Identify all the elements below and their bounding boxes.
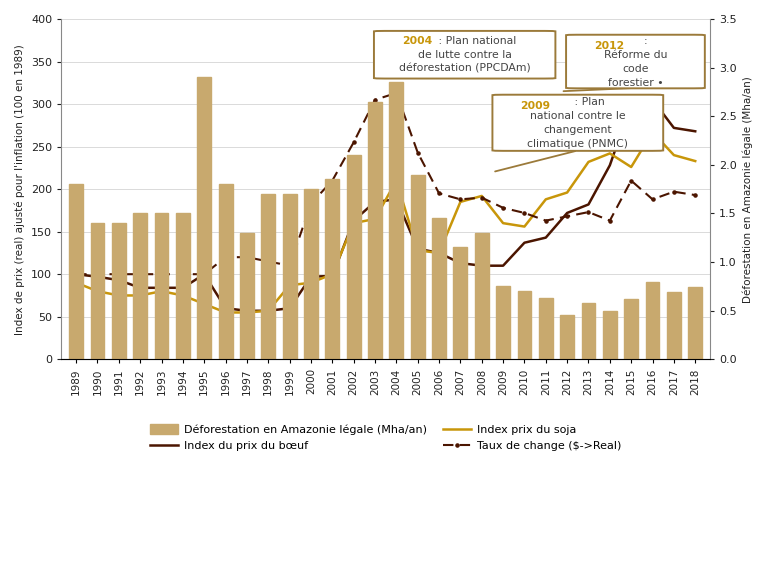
Bar [69, 184, 83, 359]
Bar [219, 184, 233, 359]
Bar [624, 299, 638, 359]
FancyBboxPatch shape [492, 95, 664, 151]
Text: 2012: 2012 [594, 41, 624, 51]
Bar [539, 298, 553, 359]
Bar [581, 303, 595, 359]
Bar [667, 292, 680, 359]
Bar [389, 82, 403, 359]
Bar [326, 179, 339, 359]
Bar [112, 223, 126, 359]
Text: : Plan
national contre le
changement
climatique (PNMC): : Plan national contre le changement cli… [528, 97, 628, 149]
Bar [646, 283, 660, 359]
Bar [432, 218, 446, 359]
Bar [688, 287, 702, 359]
FancyBboxPatch shape [566, 35, 705, 88]
Bar [154, 213, 168, 359]
Bar [453, 248, 468, 359]
Bar [91, 223, 104, 359]
Bar [560, 314, 574, 359]
Bar [603, 310, 617, 359]
Text: 2004: 2004 [402, 36, 432, 46]
Y-axis label: Déforestation en Amazonie légale (Mha/an): Déforestation en Amazonie légale (Mha/an… [743, 76, 753, 302]
Bar [475, 233, 488, 359]
Bar [518, 291, 531, 359]
Bar [304, 189, 318, 359]
Legend: Déforestation en Amazonie légale (Mha/an), Index du prix du bœuf, Index prix du : Déforestation en Amazonie légale (Mha/an… [146, 420, 625, 456]
Bar [283, 194, 296, 359]
Bar [197, 77, 211, 359]
Y-axis label: Index de prix (real) ajusté pour l'inflation (100 en 1989): Index de prix (real) ajusté pour l'infla… [15, 44, 25, 335]
Bar [261, 194, 275, 359]
Bar [496, 286, 510, 359]
Bar [134, 213, 147, 359]
Text: 2009: 2009 [520, 101, 551, 111]
Bar [368, 102, 382, 359]
Text: : Plan national
de lutte contre la
déforestation (PPCDAm): : Plan national de lutte contre la défor… [399, 36, 531, 74]
Text: :
Réforme du
code
forestier •: : Réforme du code forestier • [604, 36, 667, 88]
Bar [346, 155, 361, 359]
Bar [411, 175, 425, 359]
FancyBboxPatch shape [374, 31, 555, 78]
Bar [176, 213, 190, 359]
Bar [240, 233, 254, 359]
